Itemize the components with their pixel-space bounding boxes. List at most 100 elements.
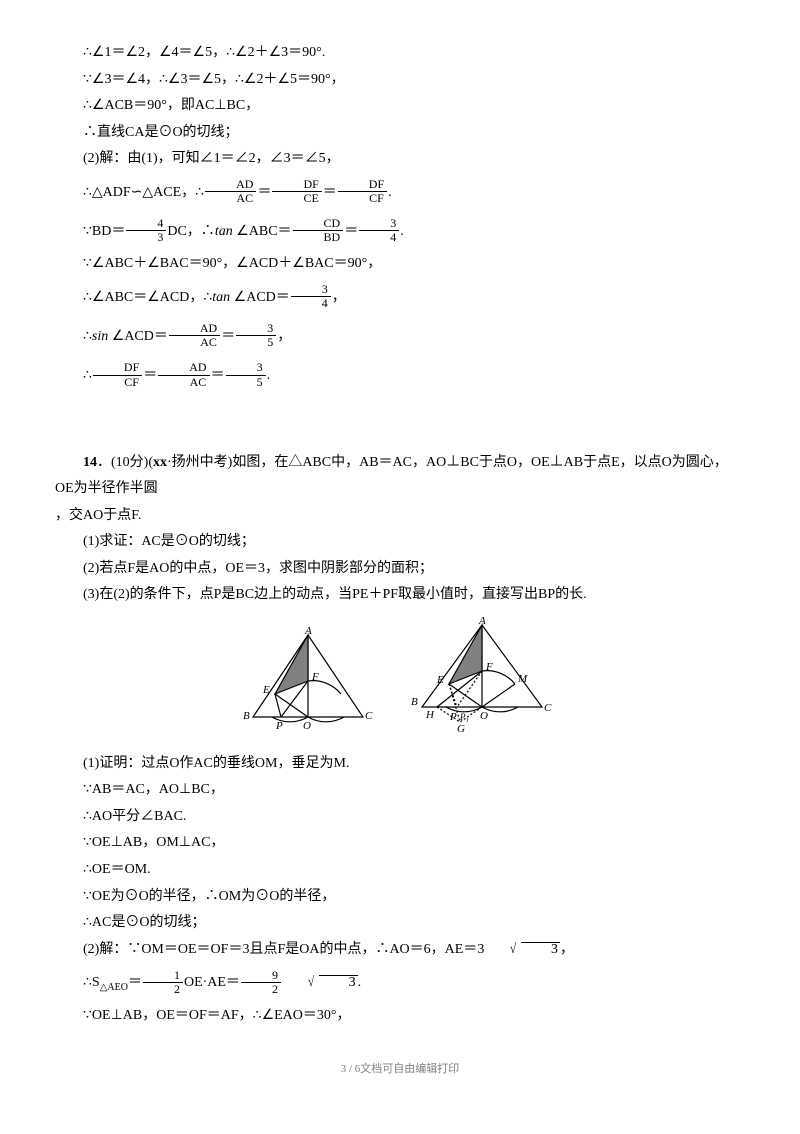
fraction: 12	[143, 969, 183, 996]
label-G: G	[457, 723, 465, 732]
label-B: B	[411, 696, 418, 708]
fraction: ADAC	[169, 322, 220, 349]
spacer	[55, 396, 745, 450]
fraction: ADAC	[158, 361, 209, 388]
denominator: 2	[143, 983, 183, 996]
question-number: 14	[83, 455, 97, 470]
solution-line: ∴AO平分∠BAC.	[55, 804, 745, 831]
text-bold: xx	[153, 455, 167, 470]
text: ∠ACD＝	[112, 329, 168, 344]
label-A: A	[478, 617, 486, 627]
text-italic: tan	[215, 224, 236, 239]
label-E: E	[436, 674, 444, 686]
numerator: 3	[291, 283, 331, 297]
denominator: 2	[241, 983, 281, 996]
label-M: M	[517, 673, 528, 685]
text: ＝	[257, 185, 271, 200]
numerator: DF	[93, 361, 142, 375]
numerator: DF	[272, 178, 321, 192]
proof-line: ∵∠3＝∠4，∴∠3＝∠5，∴∠2＋∠5＝90°，	[55, 67, 745, 94]
denominator: CE	[272, 192, 321, 205]
fraction: DFCE	[272, 178, 321, 205]
solution-line: ∵OE⊥AB，OM⊥AC，	[55, 830, 745, 857]
text: ，	[277, 329, 291, 344]
text: OE·AE＝	[184, 975, 240, 990]
text: .	[358, 975, 362, 990]
numerator: AD	[205, 178, 256, 192]
label-E: E	[262, 684, 270, 696]
text: ＝	[221, 329, 235, 344]
subscript: △AEO	[100, 982, 128, 993]
subq-3: (3)在(2)的条件下，点P是BC边上的动点，当PE＋PF取最小值时，直接写出B…	[55, 582, 745, 609]
text: ．(10分)(	[97, 455, 153, 470]
fraction: 35	[236, 322, 276, 349]
denominator: 3	[126, 231, 166, 244]
label-P: P	[275, 720, 283, 732]
proof-line: ∵∠ABC＋∠BAC＝90°，∠ACD＋∠BAC＝90°，	[55, 251, 745, 278]
numerator: 3	[236, 322, 276, 336]
text: ＝	[344, 224, 358, 239]
proof-line: ∴sin ∠ACD＝ADAC＝35，	[55, 317, 745, 356]
text: ＝	[128, 975, 142, 990]
label-P: P	[449, 711, 457, 723]
text: ，	[158, 151, 172, 166]
denominator: AC	[205, 192, 256, 205]
text: B	[124, 98, 133, 113]
sqrt-content: 3	[319, 975, 358, 990]
text: ∴	[83, 368, 92, 383]
text: ＝90°，即AC⊥BC，	[133, 98, 259, 113]
sqrt-icon: √	[286, 963, 315, 1002]
text: ∴∠AC	[83, 98, 124, 113]
proof-line: (2)解：由(1)，可知∠1＝∠2，∠3＝∠5，	[55, 146, 745, 173]
text: .	[388, 185, 392, 200]
denominator: 4	[291, 297, 331, 310]
page-footer: 3 / 6文档可自由编辑打印	[55, 1059, 745, 1080]
fraction: 34	[359, 217, 399, 244]
denominator: 4	[359, 231, 399, 244]
fraction: DFCF	[338, 178, 387, 205]
subq-1: (1)求证：AC是⊙O的切线；	[55, 529, 745, 556]
solution-line: ∵OE⊥AB，OE＝OF＝AF，∴∠EAO＝30°，	[55, 1003, 745, 1030]
question-14-cont: ，交AO于点F.	[55, 503, 745, 530]
text: ∴S	[83, 975, 100, 990]
fraction: 43	[126, 217, 166, 244]
denominator: CF	[338, 192, 387, 205]
sqrt-content: 3	[521, 942, 560, 957]
proof-line: ∴∠ABC＝∠ACD，∴tan ∠ACD＝34，	[55, 278, 745, 317]
fraction: 35	[226, 361, 266, 388]
proof-line: ∴DFCF＝ADAC＝35.	[55, 356, 745, 395]
numerator: 3	[359, 217, 399, 231]
text: .	[267, 368, 271, 383]
proof-line: ∴∠ACB＝90°，即AC⊥BC，	[55, 93, 745, 120]
numerator: 9	[241, 969, 281, 983]
sqrt-icon: √	[488, 937, 517, 964]
label-C: C	[544, 702, 552, 714]
text: ∴∠ABC＝∠ACD，∴	[83, 290, 212, 305]
numerator: 1	[143, 969, 183, 983]
proof-line: ∴△ADF∽△ACE，∴ADAC＝DFCE＝DFCF.	[55, 173, 745, 212]
text: ∴△ADF∽△ACE，∴	[83, 185, 204, 200]
label-O: O	[480, 710, 488, 722]
label-P1: P₁	[459, 712, 469, 722]
text: ∴	[83, 329, 92, 344]
fraction: 92	[241, 969, 281, 996]
proof-line: ∵BD＝43DC，∴tan ∠ABC＝CDBD＝34.	[55, 212, 745, 251]
label-O: O	[303, 720, 311, 732]
label-H: H	[425, 709, 435, 721]
text: (2)解：由(1)	[83, 151, 158, 166]
denominator: CF	[93, 376, 142, 389]
fraction: ADAC	[205, 178, 256, 205]
denominator: 5	[236, 336, 276, 349]
proof-line: ∴直线CA是⊙O的切线；	[55, 120, 745, 147]
subq-2: (2)若点F是AO的中点，OE＝3，求图中阴影部分的面积；	[55, 556, 745, 583]
text: ＝	[211, 368, 225, 383]
solution-line: (2)解：∵OM＝OE＝OF＝3且点F是OA的中点，∴AO＝6，AE＝3 √ 3，	[55, 937, 745, 964]
solution-line: ∵AB＝AC，AO⊥BC，	[55, 777, 745, 804]
solution-line: ∴AC是⊙O的切线；	[55, 910, 745, 937]
text: (2)解：∵OM＝OE＝OF＝3且点F是OA的中点，∴AO＝6，AE＝3	[83, 942, 484, 957]
text-italic: sin	[92, 329, 112, 344]
text: ，	[560, 942, 574, 957]
numerator: CD	[293, 217, 344, 231]
label-F: F	[485, 661, 493, 673]
text: 可知∠1＝∠2，∠3＝∠5，	[172, 151, 340, 166]
